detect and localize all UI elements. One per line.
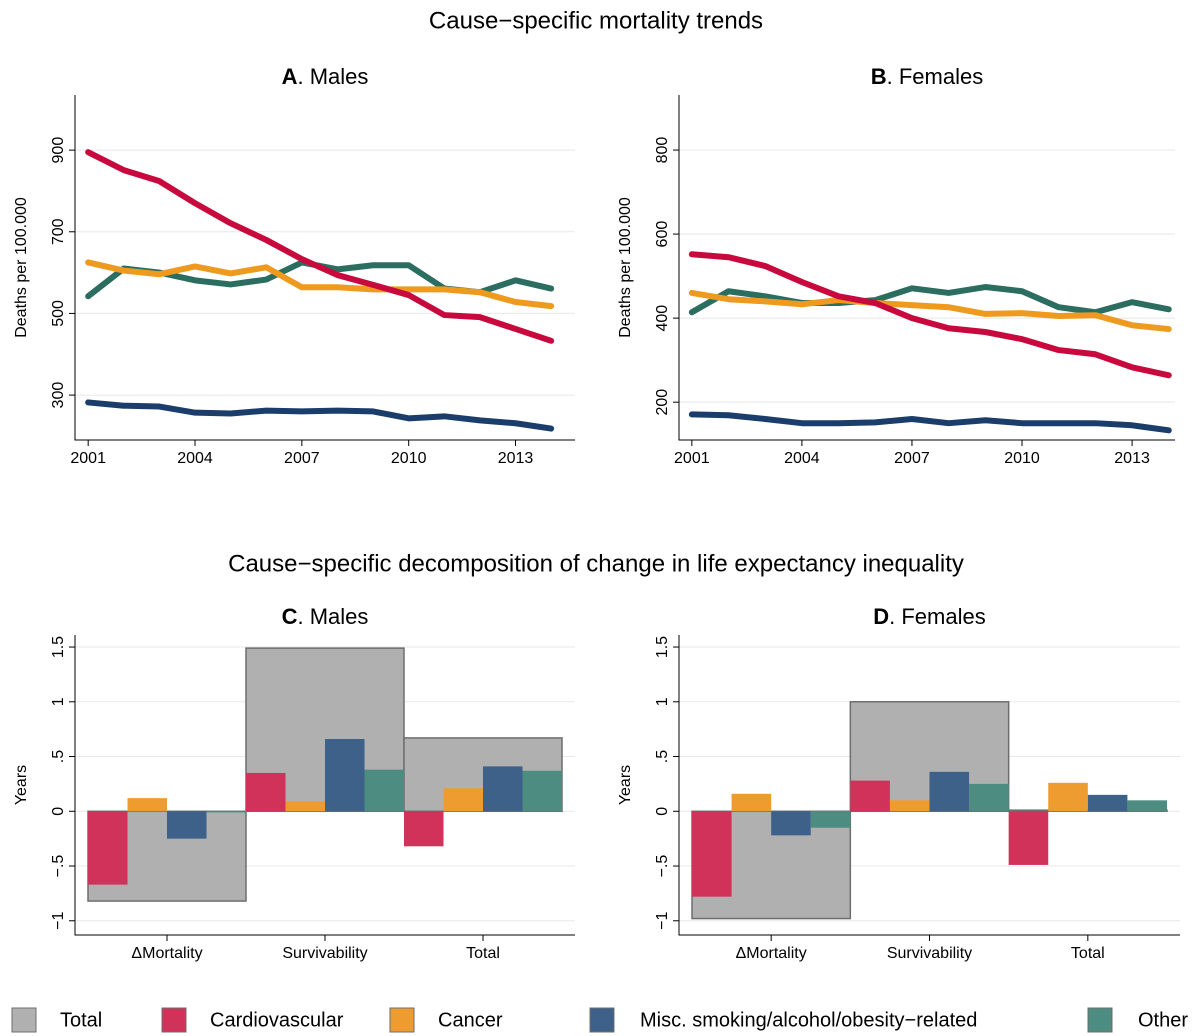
bar [364, 769, 404, 812]
x-tick-label: 2013 [1114, 450, 1150, 467]
bar [127, 798, 167, 812]
line-series [688, 251, 1172, 379]
legend-swatch [389, 1007, 415, 1033]
x-tick-label: 2010 [391, 450, 427, 467]
panel-title: D. Females [873, 604, 985, 629]
bar [810, 811, 851, 828]
panel-name: . Males [297, 64, 368, 89]
bar [1048, 782, 1088, 812]
bar [969, 783, 1009, 812]
y-tick-label: −1 [50, 912, 67, 930]
panel-name: . Males [297, 604, 368, 629]
y-axis-label: Deaths per 100.000 [13, 197, 30, 338]
line-series [85, 259, 555, 310]
y-tick-label: 1 [654, 697, 671, 706]
bar [325, 739, 365, 812]
y-tick-label: 600 [654, 221, 671, 248]
y-tick-label: 0 [50, 807, 67, 816]
y-tick-label: 1.5 [50, 636, 67, 658]
x-tick-label: Survivability [887, 945, 972, 962]
panel-letter: A [282, 64, 298, 89]
x-tick-label: Total [1071, 945, 1105, 962]
legend-swatch [161, 1007, 187, 1033]
bar [285, 801, 325, 812]
y-tick-label: −.5 [50, 855, 67, 878]
legend-label: Total [60, 1009, 102, 1031]
y-tick-label: .5 [654, 750, 671, 763]
bar [692, 811, 732, 897]
bar [404, 811, 444, 847]
x-tick-label: 2007 [284, 450, 320, 467]
x-tick-label: 2004 [784, 450, 820, 467]
bar [443, 788, 483, 812]
y-tick-label: 400 [654, 305, 671, 332]
x-tick-label: ΔMortality [736, 945, 807, 962]
panel-title: C. Males [282, 604, 369, 629]
line-series [85, 149, 555, 344]
bar [483, 766, 523, 812]
y-tick-label: 900 [50, 137, 67, 164]
x-tick-label: 2004 [177, 450, 213, 467]
y-tick-label: 300 [50, 382, 67, 409]
x-tick-label: 2007 [894, 450, 930, 467]
panel-title: A. Males [282, 64, 369, 89]
panel-name: . Females [889, 604, 986, 629]
panel-name: . Females [887, 64, 984, 89]
y-tick-label: 0 [654, 807, 671, 816]
y-tick-label: 1 [50, 697, 67, 706]
bar [1087, 794, 1128, 812]
panel-letter: B [871, 64, 887, 89]
x-tick-label: ΔMortality [131, 945, 202, 962]
bar [167, 811, 207, 839]
legend-swatch [11, 1007, 37, 1033]
x-tick-label: 2001 [70, 450, 106, 467]
legend-swatch [1087, 1007, 1113, 1033]
y-axis-label: Years [13, 765, 30, 805]
bar [929, 771, 970, 812]
bar [88, 811, 128, 885]
y-tick-label: 800 [654, 137, 671, 164]
y-axis-label: Years [617, 765, 634, 805]
bar [246, 772, 286, 812]
line-series [85, 399, 555, 432]
x-tick-label: 2010 [1004, 450, 1040, 467]
x-tick-label: 2013 [498, 450, 534, 467]
bar [522, 770, 562, 812]
y-axis-label: Deaths per 100.000 [617, 197, 634, 338]
bar [1127, 800, 1167, 812]
legend-label: Other [1138, 1009, 1188, 1031]
y-tick-label: 700 [50, 218, 67, 245]
bar [1008, 811, 1049, 865]
y-tick-label: −.5 [654, 855, 671, 878]
legend-swatch [589, 1007, 615, 1033]
y-tick-label: 1.5 [654, 636, 671, 658]
x-tick-label: Survivability [282, 945, 367, 962]
y-tick-label: 500 [50, 300, 67, 327]
y-tick-label: 200 [654, 389, 671, 416]
section-title: Cause−specific decomposition of change i… [228, 550, 964, 577]
x-tick-label: 2001 [674, 450, 710, 467]
line-series [688, 289, 1172, 333]
legend-label: Cardiovascular [210, 1009, 344, 1031]
bar [850, 780, 890, 812]
line-series [688, 284, 1172, 316]
y-tick-label: −1 [654, 912, 671, 930]
bar [771, 811, 811, 836]
panel-letter: C [282, 604, 298, 629]
section-title: Cause−specific mortality trends [429, 7, 763, 34]
bar [889, 800, 930, 812]
bar [731, 793, 772, 812]
line-series [688, 411, 1172, 434]
bar [206, 811, 246, 813]
legend-label: Cancer [438, 1009, 503, 1031]
legend-label: Misc. smoking/alcohol/obesity−related [640, 1009, 977, 1031]
x-tick-label: Total [466, 945, 500, 962]
panel-letter: D [873, 604, 889, 629]
y-tick-label: .5 [50, 750, 67, 763]
panel-title: B. Females [871, 64, 983, 89]
